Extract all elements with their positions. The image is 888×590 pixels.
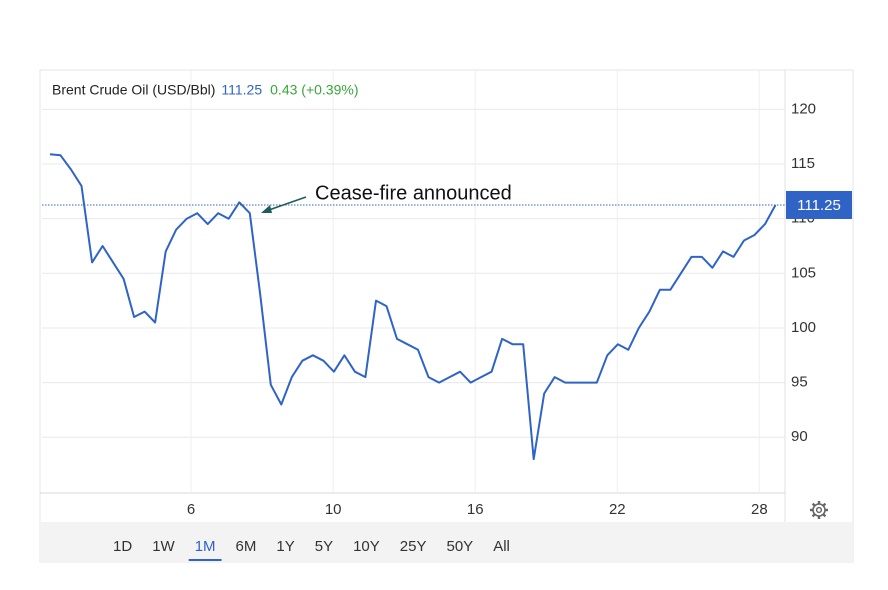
grid: 9095100105110115120610162228	[42, 70, 816, 518]
range-bar	[41, 522, 852, 562]
settings-icon[interactable]	[810, 501, 828, 519]
y-tick-label: 100	[791, 319, 816, 336]
range-button[interactable]: 10Y	[353, 538, 380, 555]
range-button[interactable]: 1M	[195, 538, 216, 555]
annotation: Cease-fire announced	[315, 182, 512, 204]
range-button[interactable]: 6M	[236, 538, 257, 555]
y-tick-label: 95	[791, 374, 808, 391]
x-tick-label: 28	[751, 501, 768, 518]
range-button[interactable]: 1D	[113, 538, 132, 555]
chart-title: Brent Crude Oil (USD/Bbl)	[52, 82, 215, 98]
range-button[interactable]: All	[493, 538, 510, 555]
y-tick-label: 105	[791, 264, 816, 281]
last-price: 111.25	[221, 82, 262, 98]
x-tick-label: 16	[467, 501, 484, 518]
range-button[interactable]: 5Y	[315, 538, 333, 555]
range-buttons: 1D 1W 1M 6M 1Y 5Y 10Y 25Y 50Y All	[113, 538, 510, 561]
y-tick-label: 90	[791, 428, 808, 445]
price-line	[49, 153, 777, 461]
annotation-arrow	[261, 196, 307, 213]
range-button[interactable]: 50Y	[447, 538, 474, 555]
range-button[interactable]: 1Y	[276, 538, 294, 555]
plot: 111.25	[42, 153, 852, 461]
x-tick-label: 22	[609, 501, 626, 518]
last-price-label: 111.25	[797, 197, 841, 214]
range-button[interactable]: 1W	[152, 538, 175, 555]
frame	[39, 69, 854, 563]
last-price-box	[786, 190, 852, 219]
x-tick-label: 6	[187, 501, 195, 518]
y-tick-label: 115	[791, 155, 815, 172]
price-change: 0.43 (+0.39%)	[270, 82, 358, 98]
x-tick-label: 10	[325, 501, 342, 518]
y-tick-label: 120	[791, 100, 816, 117]
range-button[interactable]: 25Y	[400, 538, 427, 555]
